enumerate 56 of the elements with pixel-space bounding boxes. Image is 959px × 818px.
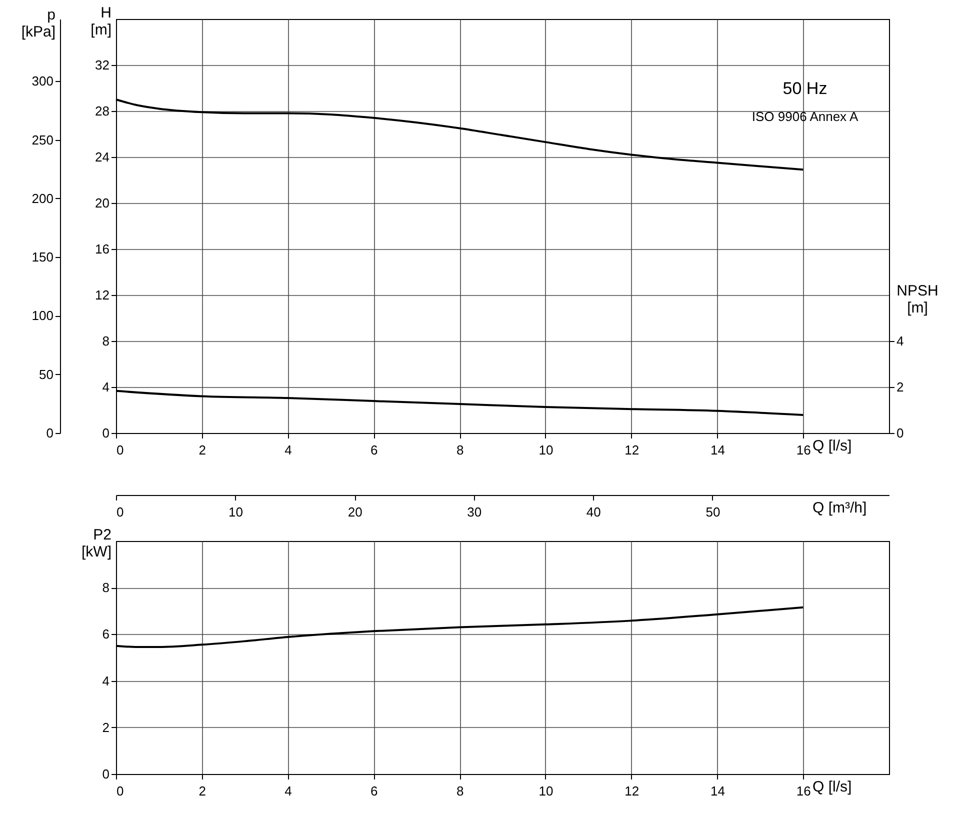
x-tick-label: 6	[370, 442, 378, 458]
annotation: 50 Hz	[782, 79, 828, 98]
x-tick-label: 4	[284, 442, 292, 458]
y-tick-label: 12	[95, 288, 110, 302]
x-tick-label: 16	[796, 784, 811, 798]
y-tick-label: 4	[102, 380, 110, 394]
y3-tick-label: 300	[32, 74, 54, 89]
x-tick-label: 14	[710, 442, 725, 458]
x2-tick-label: 40	[586, 504, 601, 520]
y2-axis-title: NPSH [m]	[896, 282, 938, 316]
y-tick-label: 0	[102, 426, 110, 440]
y3-tick-label: 150	[32, 250, 54, 265]
y-tick-label: 16	[95, 242, 110, 256]
x2-tick-label: 10	[228, 504, 244, 520]
x2-tick-label: 20	[348, 504, 362, 520]
y3-tick-label: 250	[32, 132, 54, 148]
x-axis-title: Q [l/s]	[812, 778, 852, 796]
x-tick-label: 10	[538, 784, 554, 798]
y3-tick-label: 100	[32, 308, 54, 324]
x2-tick-label: 50	[706, 504, 720, 520]
x-tick-label: 2	[198, 784, 206, 798]
x-tick-label: 12	[624, 442, 640, 458]
x-tick-label: 12	[624, 784, 640, 798]
y-tick-label: 6	[102, 626, 110, 642]
y-tick-label: 28	[95, 104, 110, 118]
x-tick-label: 4	[284, 784, 292, 798]
y-tick-label: 32	[95, 58, 110, 72]
y-tick-label: 20	[95, 196, 110, 210]
x-tick-label: 0	[116, 442, 124, 458]
x-tick-label: 14	[710, 784, 725, 798]
x-tick-label: 2	[198, 442, 206, 458]
y2-tick-label: 2	[896, 380, 904, 394]
y-tick-label: 8	[102, 334, 110, 348]
y3-tick-label: 200	[32, 190, 54, 206]
y-tick-label: 0	[102, 766, 110, 782]
x-tick-label: 6	[370, 784, 378, 798]
x2-tick-label: 0	[116, 504, 124, 520]
y-tick-label: 2	[102, 720, 110, 735]
x-tick-label: 16	[796, 442, 811, 458]
x-tick-label: 8	[456, 784, 464, 798]
x-axis-title: Q [l/s]	[812, 438, 852, 454]
x-tick-label: 0	[116, 784, 124, 798]
y-axis-title: P2 [kW]	[82, 526, 112, 560]
y2-tick-label: 0	[896, 426, 904, 440]
x-tick-label: 10	[538, 442, 554, 458]
x2-axis-title: Q [m³/h]	[812, 500, 867, 516]
y3-tick-label: 50	[39, 366, 54, 382]
y-tick-label: 8	[102, 580, 110, 596]
y-tick-label: 4	[102, 673, 110, 688]
y2-tick-label: 4	[896, 334, 904, 348]
y-axis-title: H [m]	[90, 4, 112, 38]
y3-tick-label: 0	[46, 426, 54, 440]
x2-tick-label: 30	[467, 504, 482, 520]
y3-axis-title: p [kPa]	[21, 6, 56, 40]
y-tick-label: 24	[95, 150, 110, 164]
x-tick-label: 8	[456, 442, 464, 458]
